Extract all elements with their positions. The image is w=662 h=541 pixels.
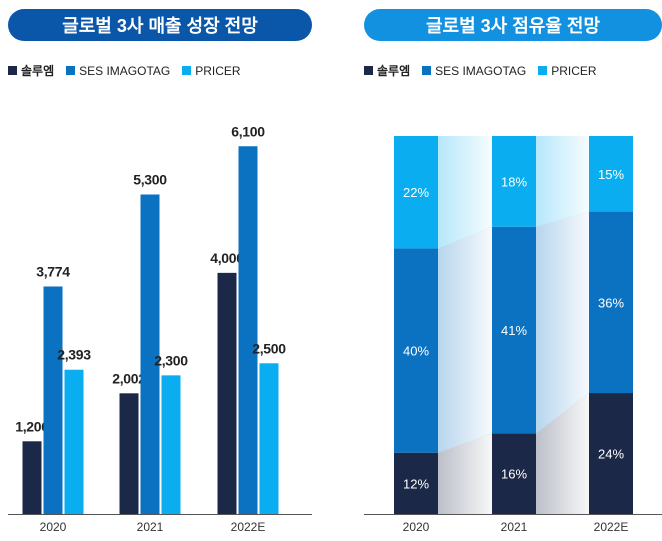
right-legend: 솔루엠 SES IMAGOTAG PRICER: [364, 62, 609, 79]
legend-label-pricer: PRICER: [195, 63, 241, 78]
connector-fade-pricer-0: [438, 136, 492, 249]
bar-solum-2022E: [217, 272, 237, 514]
legend-swatch-pricer: [538, 66, 548, 75]
bar-pricer-2022E: [259, 363, 279, 514]
legend-label-solum: 솔루엠: [377, 64, 411, 78]
connector-fade-solum-1: [536, 393, 589, 514]
x-tick-label-2022E: 2022E: [231, 520, 266, 534]
pct-label-ses-imagotag-2022E: 36%: [598, 295, 624, 310]
x-tick-label-2021: 2021: [137, 520, 164, 534]
share-stacked-chart: 12% 40% 22% 2020 16% 41% 18% 2021 24% 36% 15% 2022E: [364, 136, 662, 534]
pct-label-pricer-2020: 22%: [403, 185, 429, 200]
bar-solum-2020: [22, 441, 42, 514]
data-label-solum-2021: 2,002: [112, 370, 146, 386]
bar-pricer-2021: [161, 375, 181, 514]
x-tick-label-2021: 2021: [501, 520, 528, 534]
bar-ses-imagotag-2020: [43, 286, 63, 514]
legend-swatch-solum: [364, 66, 373, 75]
left-chart-title: 글로벌 3사 매출 성장 전망: [8, 9, 312, 41]
segment-ses-imagotag-2020: [394, 248, 438, 453]
legend-label-pricer: PRICER: [551, 63, 597, 78]
legend-item-ses: SES IMAGOTAG: [66, 64, 170, 78]
segment-pricer-2020: [394, 136, 438, 249]
bar-solum-2021: [119, 393, 139, 514]
segment-ses-imagotag-2021: [492, 226, 536, 434]
connector-fade-ses-imagotag-0: [438, 226, 492, 453]
pct-label-ses-imagotag-2020: 40%: [403, 344, 429, 359]
data-label-ses-imagotag-2022E: 6,100: [231, 123, 265, 139]
pct-label-solum-2020: 12%: [403, 476, 429, 491]
right-chart-title: 글로벌 3사 점유율 전망: [364, 9, 662, 41]
data-label-ses-imagotag-2020: 3,774: [36, 263, 70, 279]
pct-label-ses-imagotag-2021: 41%: [501, 323, 527, 338]
segment-pricer-2021: [492, 136, 536, 227]
legend-swatch-ses: [66, 66, 76, 75]
x-tick-label-2022E: 2022E: [594, 520, 629, 534]
legend-item-solum: 솔루엠: [8, 62, 54, 79]
legend-label-solum: 솔루엠: [21, 64, 55, 78]
legend-item-solum: 솔루엠: [364, 62, 410, 79]
legend-swatch-solum: [8, 66, 17, 75]
connector-fade-ses-imagotag-1: [536, 211, 589, 434]
data-label-pricer-2020: 2,393: [57, 347, 91, 363]
pct-label-pricer-2021: 18%: [501, 174, 527, 189]
segment-pricer-2022E: [589, 136, 633, 212]
segment-solum-2021: [492, 433, 536, 514]
segment-ses-imagotag-2022E: [589, 211, 633, 394]
connector-fade-pricer-1: [536, 136, 589, 227]
bar-ses-imagotag-2022E: [238, 146, 258, 514]
legend-item-pricer: PRICER: [538, 63, 597, 78]
data-label-solum-2022E: 4,000: [210, 250, 244, 266]
legend-item-ses: SES IMAGOTAG: [422, 64, 526, 78]
x-tick-label-2020: 2020: [403, 520, 430, 534]
legend-item-pricer: PRICER: [182, 63, 241, 78]
bar-pricer-2020: [64, 369, 84, 514]
connector-fade-solum-0: [438, 433, 492, 514]
legend-label-ses: SES IMAGOTAG: [79, 63, 171, 78]
segment-solum-2020: [394, 452, 438, 514]
pct-label-pricer-2022E: 15%: [598, 167, 624, 182]
left-legend: 솔루엠 SES IMAGOTAG PRICER: [8, 62, 253, 79]
data-label-pricer-2022E: 2,500: [252, 340, 286, 356]
legend-swatch-pricer: [182, 66, 192, 75]
data-label-solum-2020: 1,206: [15, 418, 49, 434]
pct-label-solum-2021: 16%: [501, 467, 527, 482]
revenue-bar-chart: 1,206 3,774 2,393 2020 2,002 5,300 2,300 2021 4,…: [8, 123, 312, 534]
x-tick-label-2020: 2020: [40, 520, 67, 534]
data-label-pricer-2021: 2,300: [154, 352, 188, 368]
data-label-ses-imagotag-2021: 5,300: [133, 171, 167, 187]
legend-label-ses: SES IMAGOTAG: [435, 63, 527, 78]
pct-label-solum-2022E: 24%: [598, 447, 624, 462]
bar-ses-imagotag-2021: [140, 194, 160, 514]
segment-solum-2022E: [589, 393, 633, 514]
legend-swatch-ses: [422, 66, 432, 75]
